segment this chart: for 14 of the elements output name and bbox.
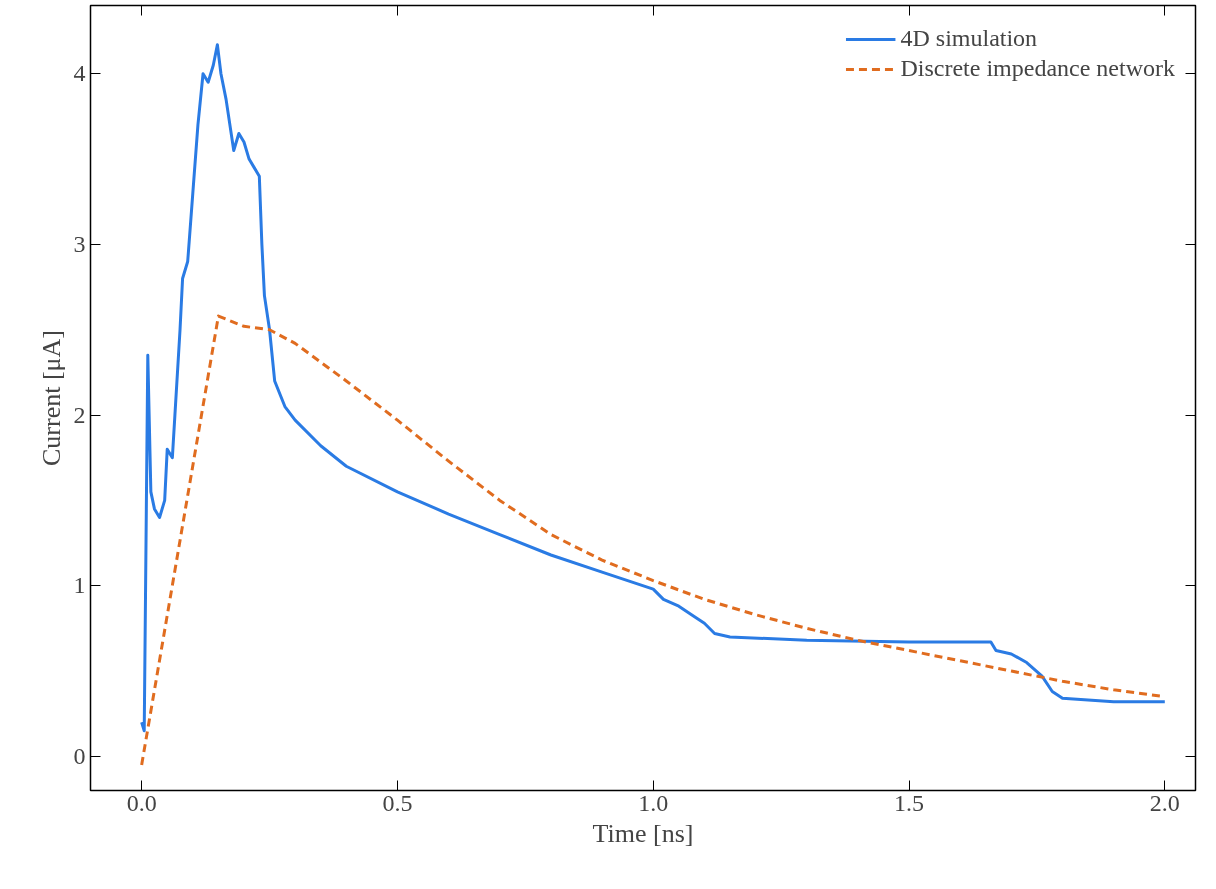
x-tick-label: 2.0 bbox=[1149, 789, 1180, 816]
legend-label: 4D simulation bbox=[900, 25, 1038, 52]
y-tick-label: 1 bbox=[73, 572, 86, 599]
y-tick-label: 3 bbox=[73, 230, 86, 257]
x-axis-title: Time [ns] bbox=[592, 818, 694, 848]
y-tick-label: 0 bbox=[73, 742, 86, 769]
x-tick-label: 1.5 bbox=[894, 789, 925, 816]
legend-label: Discrete impedance network bbox=[900, 55, 1175, 82]
x-tick-label: 1.0 bbox=[638, 789, 669, 816]
y-tick-label: 4 bbox=[73, 60, 86, 87]
x-tick-label: 0.0 bbox=[126, 789, 157, 816]
y-tick-label: 2 bbox=[73, 401, 86, 428]
x-tick-label: 0.5 bbox=[382, 789, 413, 816]
y-axis-title: Current [μA] bbox=[36, 330, 66, 466]
